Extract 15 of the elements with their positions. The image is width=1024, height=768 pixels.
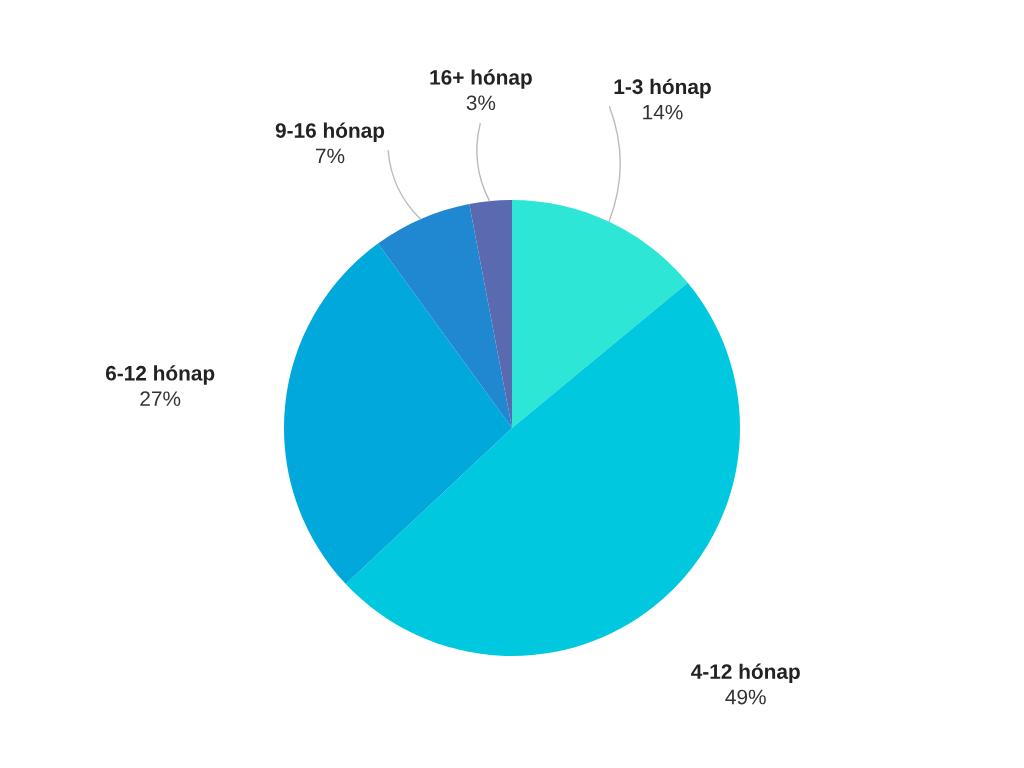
pie-slice <box>284 243 512 585</box>
slice-label: 6-12 hónap <box>105 365 215 385</box>
slice-label: 1-3 hónap <box>614 78 711 99</box>
pie-slice <box>512 200 688 428</box>
data-label: 3% <box>466 95 496 111</box>
data-label: 49% <box>725 689 766 705</box>
pie-slice <box>345 282 740 656</box>
slice-label: 4-12 hónap <box>691 663 800 684</box>
data-label: 27% <box>140 391 181 406</box>
slice-label: 9-16 hónap <box>275 122 385 142</box>
data-label: 7% <box>316 148 345 164</box>
data-label: 14% <box>643 104 683 120</box>
pie-slice <box>469 200 512 428</box>
pie-slice <box>377 204 512 428</box>
slice-label: 16+ hónap <box>430 69 532 89</box>
